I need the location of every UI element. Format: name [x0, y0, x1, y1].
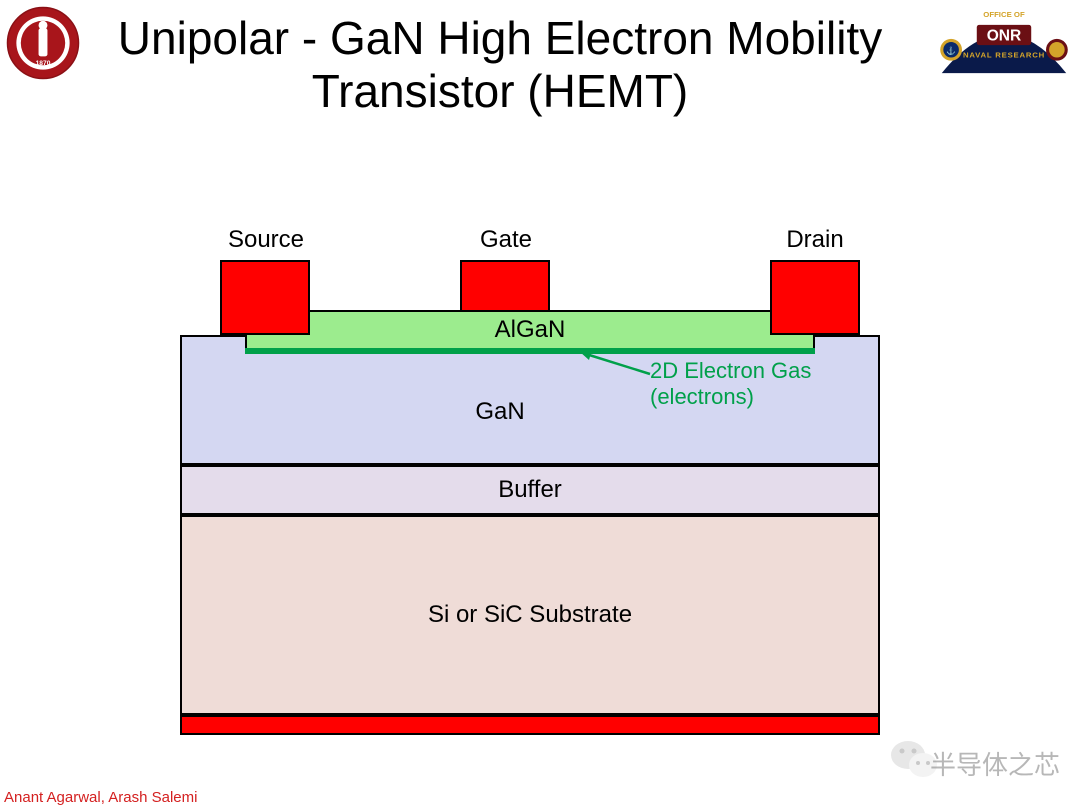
svg-text:OFFICE OF: OFFICE OF [983, 10, 1025, 19]
svg-text:1870: 1870 [36, 60, 51, 67]
gan-layer-label: GaN [475, 398, 524, 426]
slide-title: Unipolar - GaN High Electron Mobility Tr… [80, 12, 920, 118]
author-footer: Anant Agarwal, Arash Salemi [4, 789, 197, 806]
gate-label: Gate [476, 226, 536, 254]
drain-label: Drain [780, 226, 850, 254]
source-label: Source [226, 226, 306, 254]
svg-text:ONR: ONR [987, 27, 1022, 44]
substrate-layer: Si or SiC Substrate [180, 515, 880, 715]
buffer-layer: Buffer [180, 465, 880, 515]
drain-electrode [770, 260, 860, 335]
svg-text:⚓: ⚓ [946, 46, 956, 56]
svg-text:NAVAL RESEARCH: NAVAL RESEARCH [963, 51, 1045, 60]
algan-layer: AlGaN [245, 310, 815, 350]
hemt-cross-section-diagram: Source Gate Drain GaN Buffer Si or SiC S… [180, 230, 900, 750]
watermark-text: 半导体之芯 [930, 745, 1060, 782]
annotation-line1: 2D Electron Gas [650, 358, 811, 384]
onr-logo-icon: OFFICE OF ONR NAVAL RESEARCH ⚓ [934, 2, 1074, 82]
two-deg-annotation: 2D Electron Gas (electrons) [650, 358, 811, 411]
buffer-layer-label: Buffer [498, 476, 562, 504]
annotation-arrow-icon [580, 348, 650, 378]
bottom-contact [180, 715, 880, 735]
ohio-state-seal-icon: 1870 [6, 6, 80, 80]
substrate-layer-label: Si or SiC Substrate [428, 601, 632, 629]
two-d-electron-gas-line [245, 348, 815, 354]
algan-layer-label: AlGaN [495, 316, 566, 344]
annotation-line2: (electrons) [650, 384, 811, 410]
source-electrode [220, 260, 310, 335]
gate-electrode [460, 260, 550, 312]
